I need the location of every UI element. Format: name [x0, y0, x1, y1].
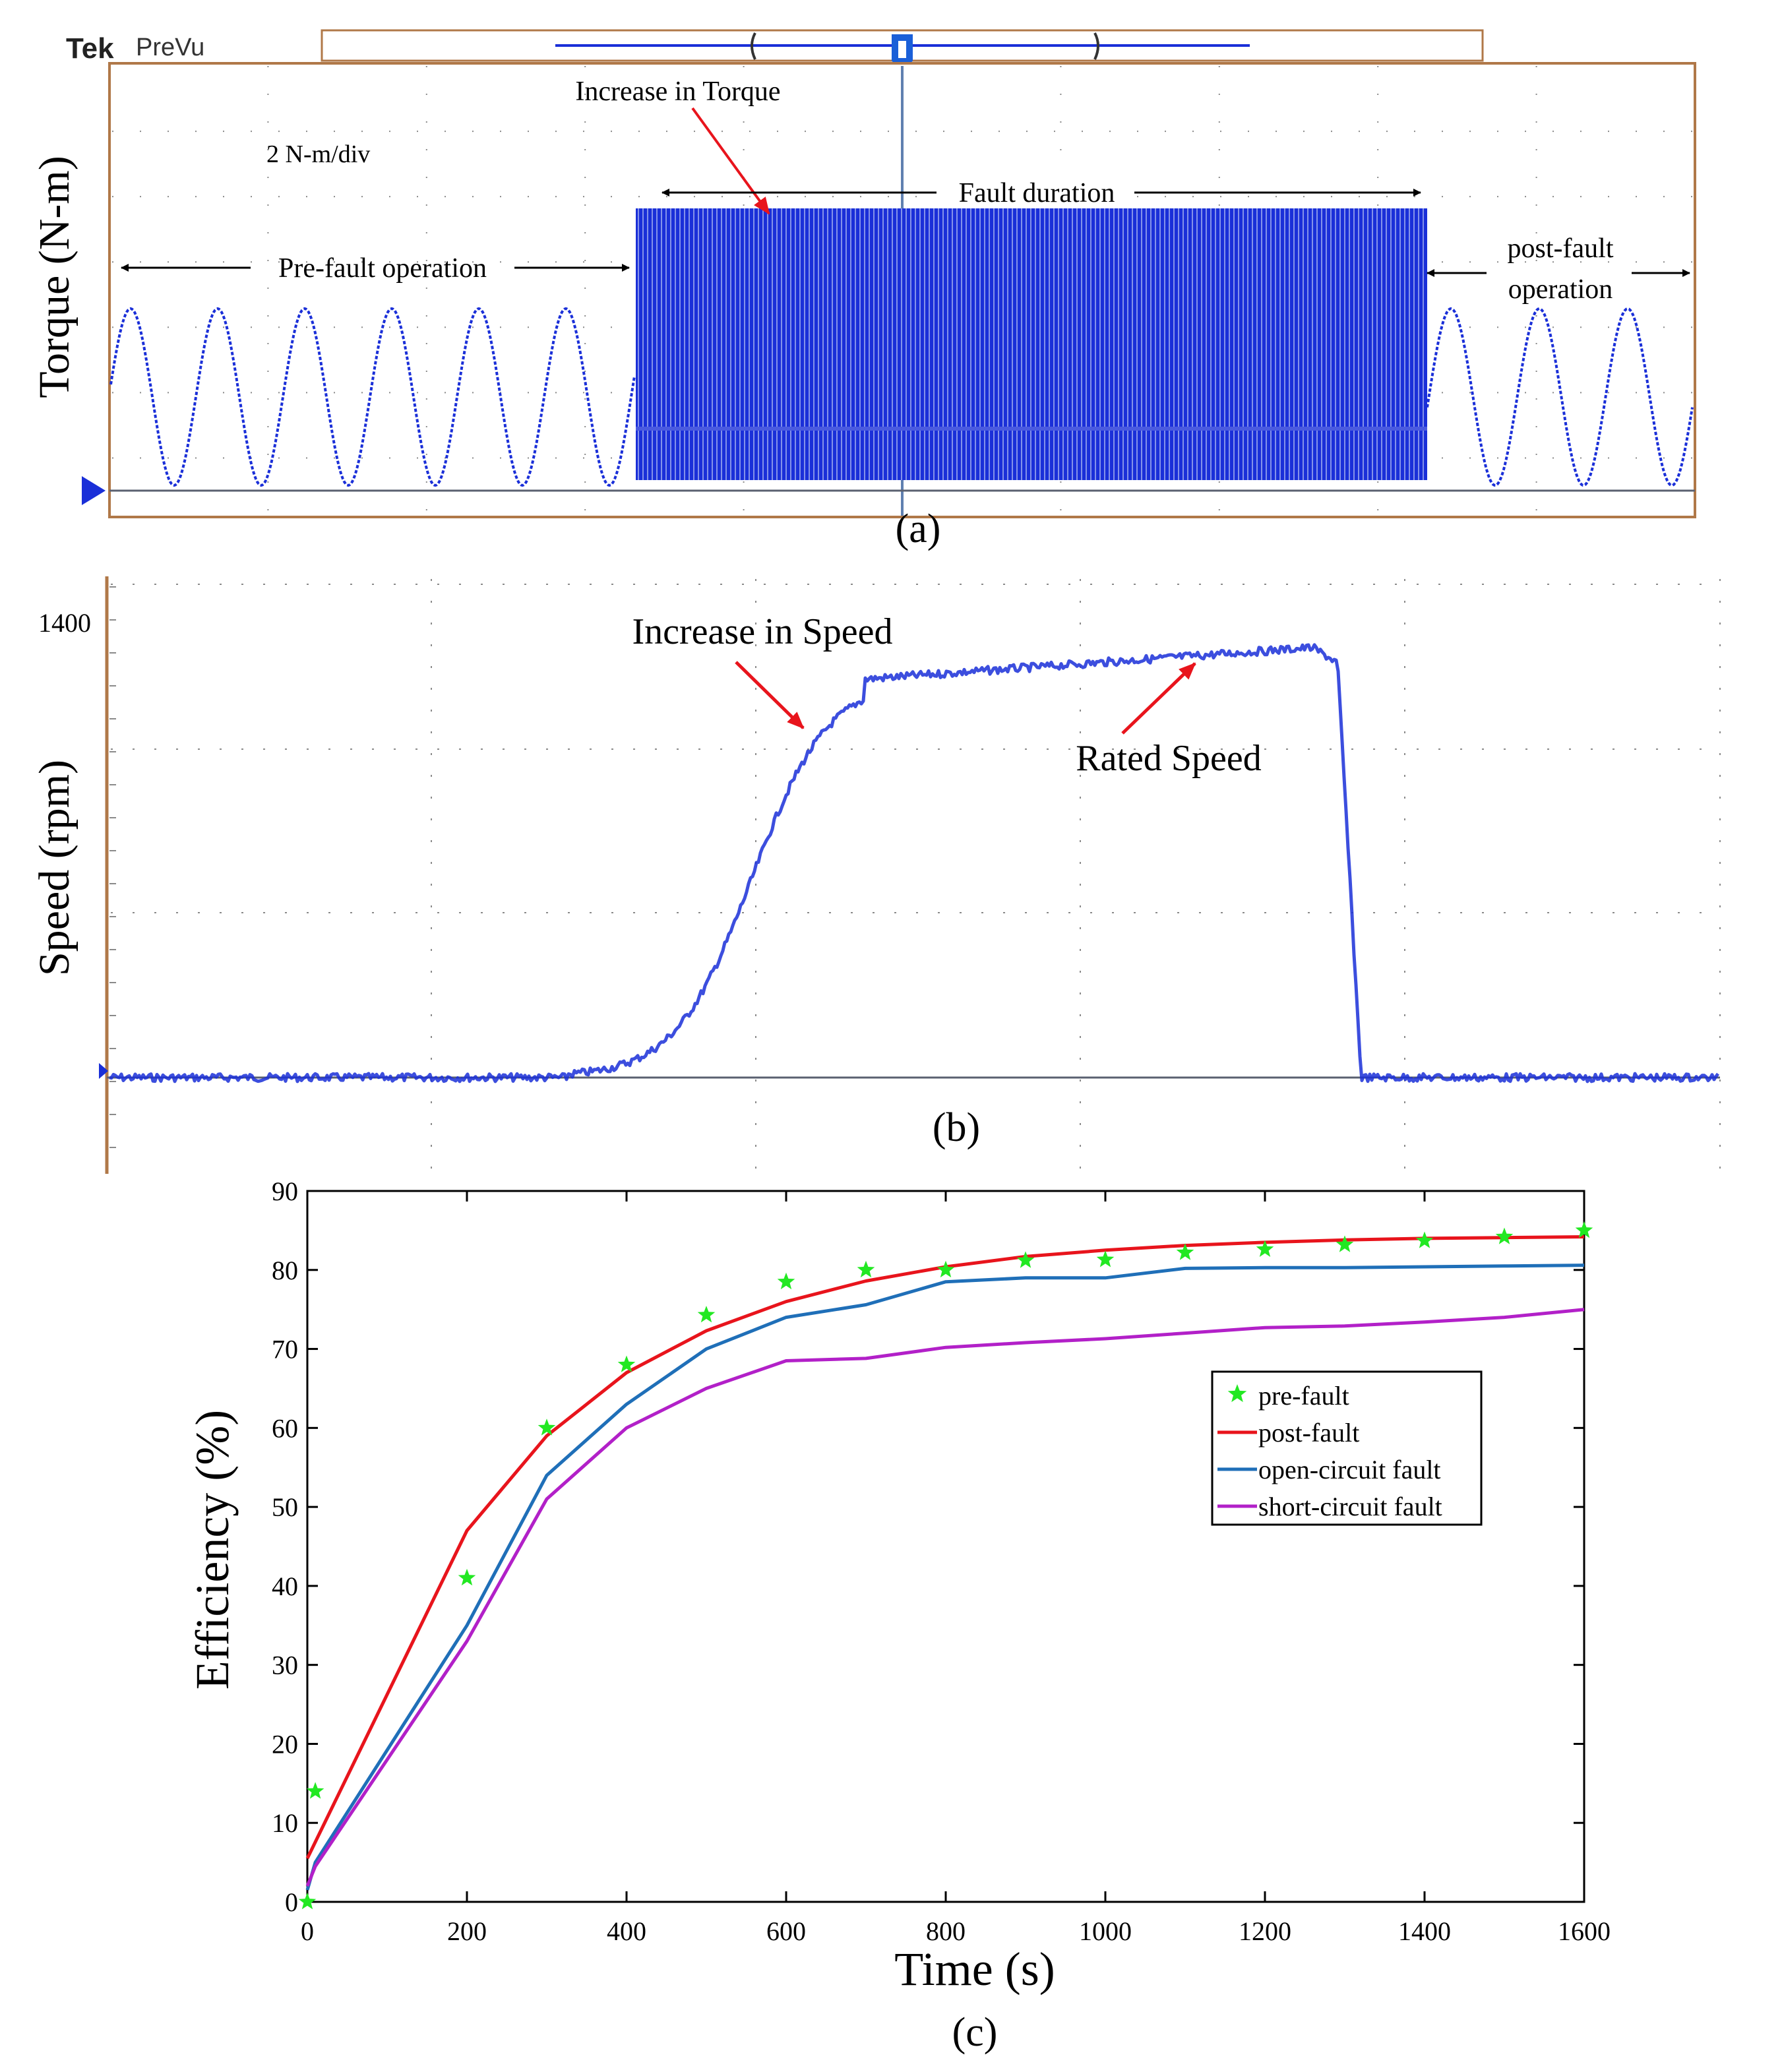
speed-grid [109, 579, 1721, 1173]
x-tick-label: 1400 [1398, 1916, 1451, 1946]
trigger-marker-glyph [898, 41, 906, 58]
legend: pre-fault post-fault open-circuit fault sho… [1211, 1370, 1483, 1526]
efficiency-ylabel: Efficiency (%) [186, 1410, 239, 1690]
pre-fault-point [306, 1782, 324, 1799]
pre-fault-point [1495, 1227, 1514, 1244]
speed-channel-marker [99, 1063, 108, 1079]
y-tick-label: 70 [272, 1335, 298, 1364]
x-tick-label: 1600 [1558, 1916, 1611, 1946]
pre-fault-point [1575, 1221, 1593, 1238]
y-tick-label: 40 [272, 1571, 298, 1601]
prevu-label: PreVu [136, 34, 204, 61]
increase-torque-label: Increase in Torque [575, 76, 780, 107]
torque-trace [109, 208, 1694, 487]
torque-ylabel: Torque (N-m) [30, 156, 78, 398]
fault-oscillation-lines [638, 208, 1424, 480]
y-tick-label: 90 [272, 1176, 298, 1206]
legend-open-circuit-fault-label: open-circuit fault [1258, 1455, 1441, 1484]
torque-channel-marker [82, 476, 106, 505]
pre-fault-point [1176, 1243, 1194, 1260]
speed-ylabel: Speed (rpm) [30, 760, 78, 976]
pre-fault-point [1336, 1235, 1354, 1252]
legend-pre-fault-label: pre-fault [1258, 1381, 1349, 1411]
efficiency-plot-area [306, 1190, 1585, 1903]
x-tick-label: 1000 [1079, 1916, 1132, 1946]
y-tick-label: 30 [272, 1651, 298, 1680]
x-tick-label: 400 [607, 1916, 646, 1946]
speed-ytick-1400: 1400 [38, 608, 91, 638]
post-fault-line [305, 1235, 1585, 1860]
legend-post-fault-label: post-fault [1258, 1418, 1359, 1447]
pre-fault-point [1415, 1231, 1434, 1248]
pre-fault-point [538, 1418, 556, 1436]
short-circuit-fault-line [305, 1308, 1585, 1887]
pre-fault-point [857, 1260, 875, 1278]
open-circuit-fault-line [305, 1264, 1585, 1891]
post-fault-label-line2: operation [1508, 274, 1613, 305]
y-tick-label: 80 [272, 1256, 298, 1285]
pre-fault-point [937, 1260, 955, 1278]
efficiency-series [298, 1221, 1593, 1910]
pre-fault-point [298, 1893, 317, 1910]
post-fault-waveform [1426, 307, 1694, 487]
speed-trace [109, 643, 1719, 1083]
y-tick-label: 60 [272, 1413, 298, 1443]
pre-fault-point [1016, 1251, 1035, 1268]
pre-fault-point [1096, 1250, 1115, 1267]
caption-b: (b) [933, 1105, 980, 1150]
y-tick-label: 50 [272, 1492, 298, 1522]
pre-fault-label: Pre-fault operation [278, 253, 487, 284]
tek-brand: Tek [66, 32, 114, 65]
caption-c: (c) [952, 2010, 998, 2055]
fault-oscillation-band [636, 208, 1427, 480]
pre-fault-point [697, 1306, 716, 1323]
y-tick-label: 20 [272, 1729, 298, 1759]
post-fault-label-line1: post-fault [1508, 233, 1614, 264]
speed-waveform [109, 643, 1719, 1083]
caption-a: (a) [896, 506, 941, 551]
increase-speed-label: Increase in Speed [632, 611, 893, 652]
pre-fault-point [458, 1568, 476, 1586]
window-bracket-left[interactable] [751, 32, 756, 60]
increase-torque-arrow [691, 107, 770, 215]
pre-fault-point [777, 1272, 795, 1290]
legend-box [1211, 1370, 1483, 1526]
fault-duration-label: Fault duration [959, 178, 1115, 208]
x-tick-label: 1200 [1239, 1916, 1291, 1946]
y-tick-label: 0 [285, 1887, 298, 1917]
pre-fault-point [617, 1355, 636, 1372]
pre-fault-waveform [109, 307, 636, 487]
pre-fault-point [1256, 1240, 1274, 1257]
rated-speed-label: Rated Speed [1076, 738, 1261, 779]
rated-speed-arrow [1121, 662, 1196, 735]
efficiency-xlabel: Time (s) [894, 1943, 1055, 1996]
increase-speed-arrow [735, 661, 805, 729]
x-tick-label: 600 [766, 1916, 806, 1946]
x-tick-label: 0 [301, 1916, 314, 1946]
efficiency-axis-ticks: 0 200 400 600 800 1000 1200 1400 1600 0 10 20 30 40 50… [272, 1176, 1611, 1946]
fault-duration-bg [937, 175, 1134, 207]
legend-short-circuit-fault-label: short-circuit fault [1258, 1492, 1442, 1521]
speed-panel: 1400 Speed (rpm) Increase in Speed Rated… [30, 576, 1721, 1174]
x-tick-label: 200 [447, 1916, 487, 1946]
legend-pre-fault-marker [1227, 1384, 1247, 1403]
torque-scale-label: 2 N-m/div [266, 140, 370, 168]
torque-panel: Tek PreVu Torque (N-m) 2 N-m/div Increas… [30, 29, 1696, 551]
window-bracket-right[interactable] [1093, 32, 1099, 60]
x-tick-label: 800 [926, 1916, 966, 1946]
efficiency-panel: 0 200 400 600 800 1000 1200 1400 1600 0 10 20 30 40 50… [186, 1176, 1611, 2055]
y-tick-label: 10 [272, 1808, 298, 1838]
